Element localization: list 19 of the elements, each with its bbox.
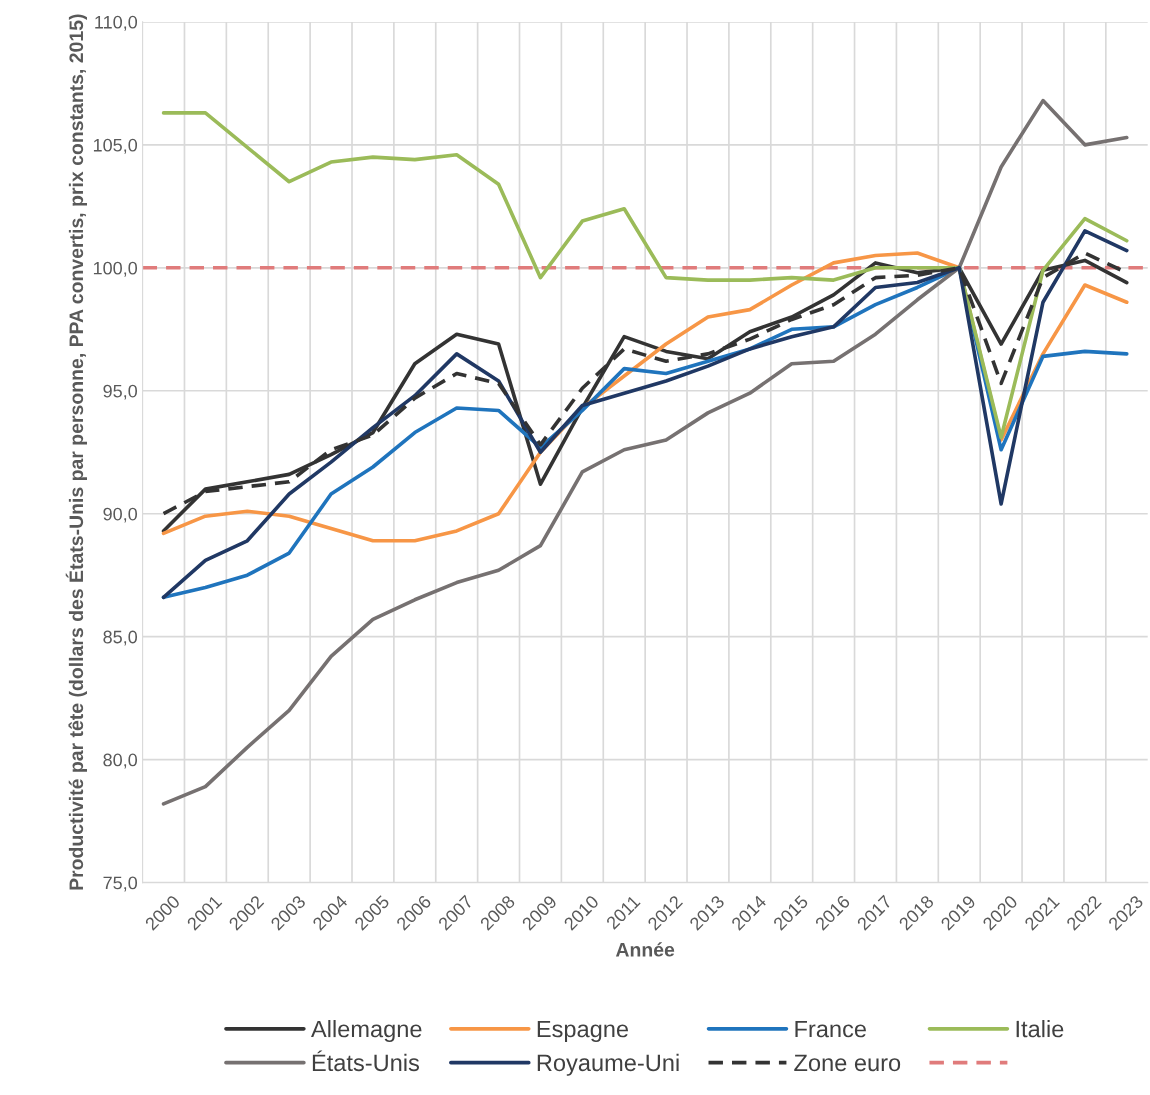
y-tick-label: 95,0 xyxy=(103,384,138,400)
legend-label: Royaume-Uni xyxy=(537,1053,679,1076)
y-tick-label: 90,0 xyxy=(103,507,138,523)
x-axis-title: Année xyxy=(615,942,675,957)
legend-label: Italie xyxy=(1016,1020,1064,1038)
legend-label: Allemagne xyxy=(311,1020,422,1043)
legend-label: États-Unis xyxy=(312,1050,420,1072)
y-tick-label: 100,0 xyxy=(93,261,138,277)
y-tick-label: 80,0 xyxy=(103,753,138,769)
legend-label: Zone euro xyxy=(794,1054,901,1072)
y-tick-label: 105,0 xyxy=(93,138,138,154)
y-tick-label: 110,0 xyxy=(95,15,138,31)
line-series xyxy=(161,98,1129,806)
legend-label: France xyxy=(795,1020,866,1038)
y-tick-label: 85,0 xyxy=(103,630,138,646)
y-tick-label: 75,0 xyxy=(103,876,138,892)
line-series xyxy=(161,111,1129,440)
legend-label: Espagne xyxy=(537,1020,629,1043)
y-axis-title: Productivité par tête (dollars des États-Unis par personne, PPA convertis, prix constants, 2015) xyxy=(65,14,87,890)
